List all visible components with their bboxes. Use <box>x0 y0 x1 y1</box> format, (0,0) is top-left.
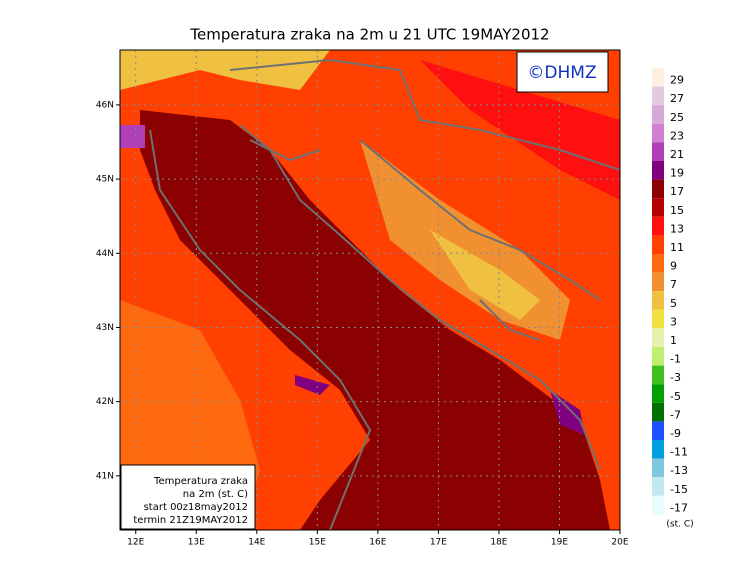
colorbar-label: 1 <box>670 334 677 347</box>
colorbar-label: -17 <box>670 501 688 514</box>
x-tick-label: 20E <box>611 538 628 548</box>
y-tick-label: 41N <box>96 471 114 481</box>
purple-spot <box>295 375 330 395</box>
x-tick-label: 19E <box>551 538 568 548</box>
x-tick-label: 12E <box>127 538 144 548</box>
info-line: Temperatura zraka <box>153 476 248 487</box>
colorbar-label: 5 <box>670 297 677 310</box>
colorbar-box <box>652 179 664 199</box>
info-line: termin 21Z19MAY2012 <box>133 515 248 526</box>
colorbar-box <box>652 477 664 496</box>
watermark-box <box>516 51 609 93</box>
colorbar-box <box>652 328 664 347</box>
colorbar-label: 25 <box>670 111 684 124</box>
colorbar-label: -15 <box>670 483 688 496</box>
colorbar-label: 7 <box>670 278 677 291</box>
map-field <box>120 50 620 530</box>
watermark: ©DHMZ <box>527 63 596 83</box>
colorbar-label: 11 <box>670 241 684 254</box>
colorbar-box <box>652 309 664 329</box>
info-line: start 00z18may2012 <box>144 502 248 513</box>
title: Temperatura zraka na 2m u 21 UTC 19MAY20… <box>189 26 549 44</box>
sea <box>140 110 610 530</box>
colorbar-box <box>652 384 664 403</box>
colorbar-box <box>652 198 664 217</box>
colorbar-box <box>652 514 664 533</box>
colorbar-label: 19 <box>670 167 684 180</box>
plot-frame <box>119 49 621 531</box>
y-tick-label: 44N <box>96 249 114 259</box>
inland-cooler <box>430 230 540 320</box>
axes: 12E 13E 14E 15E 16E 17E 18E 19E 20E 41N 42N 43N 44N 4… <box>96 100 629 547</box>
grid <box>120 50 620 530</box>
colorbar-box <box>652 458 664 478</box>
y-tick-label: 45N <box>96 175 114 185</box>
colorbar-box <box>652 272 664 292</box>
x-tick-label: 18E <box>490 538 507 548</box>
colorbar-label: -5 <box>670 390 681 403</box>
colorbar-label: 13 <box>670 222 684 235</box>
colorbar-label: -3 <box>670 371 681 384</box>
colorbar-box <box>652 235 664 254</box>
colorbar-box <box>652 495 664 515</box>
colorbar-label: -1 <box>670 353 681 366</box>
colorbar-label: -7 <box>670 408 681 421</box>
colorbar-label: 21 <box>670 148 684 161</box>
x-tick-label: 17E <box>430 538 447 548</box>
coastline-borders <box>149 58 620 530</box>
colorbar-label: 29 <box>670 74 684 87</box>
colorbar-box <box>652 365 664 385</box>
colorbar-box <box>652 254 664 273</box>
alps-warm <box>120 50 330 90</box>
x-tick-label: 14E <box>248 538 265 548</box>
colorbar-unit: (st. C) <box>666 520 693 530</box>
colorbar-box <box>652 216 664 236</box>
colorbar-box <box>652 123 664 143</box>
colorbar-box <box>652 68 664 87</box>
colorbar-label: -13 <box>670 464 688 477</box>
colorbar-box <box>652 291 664 310</box>
colorbar-label: 3 <box>670 315 677 328</box>
purple-spot <box>120 125 145 148</box>
y-tick-label: 42N <box>96 397 114 407</box>
colorbar-label: 27 <box>670 92 684 105</box>
colorbar-box <box>652 347 664 366</box>
colorbar-label: 15 <box>670 204 684 217</box>
x-tick-label: 13E <box>188 538 205 548</box>
colorbar-label: 23 <box>670 129 684 142</box>
x-tick-label: 15E <box>309 538 326 548</box>
colorbar-box <box>652 86 664 106</box>
colorbar-label: 17 <box>670 185 684 198</box>
north-warm <box>420 60 620 200</box>
y-tick-label: 46N <box>96 100 114 110</box>
colorbar-box <box>652 440 664 459</box>
colorbar-box <box>652 142 664 161</box>
colorbar-label: 9 <box>670 260 677 273</box>
colorbar: 29 27 25 23 21 19 17 15 13 11 9 7 5 3 1 -1 -3 -5 -7 -9 -11 -1… <box>652 68 688 533</box>
info-box <box>120 464 256 530</box>
colorbar-box <box>652 161 664 180</box>
y-tick-label: 43N <box>96 323 114 333</box>
colorbar-label: -11 <box>670 446 688 459</box>
colorbar-box <box>652 421 664 440</box>
colorbar-label: -9 <box>670 427 681 440</box>
info-line: na 2m (st. C) <box>183 489 248 500</box>
x-tick-label: 16E <box>369 538 386 548</box>
colorbar-box <box>652 105 664 124</box>
colorbar-box <box>652 402 664 422</box>
